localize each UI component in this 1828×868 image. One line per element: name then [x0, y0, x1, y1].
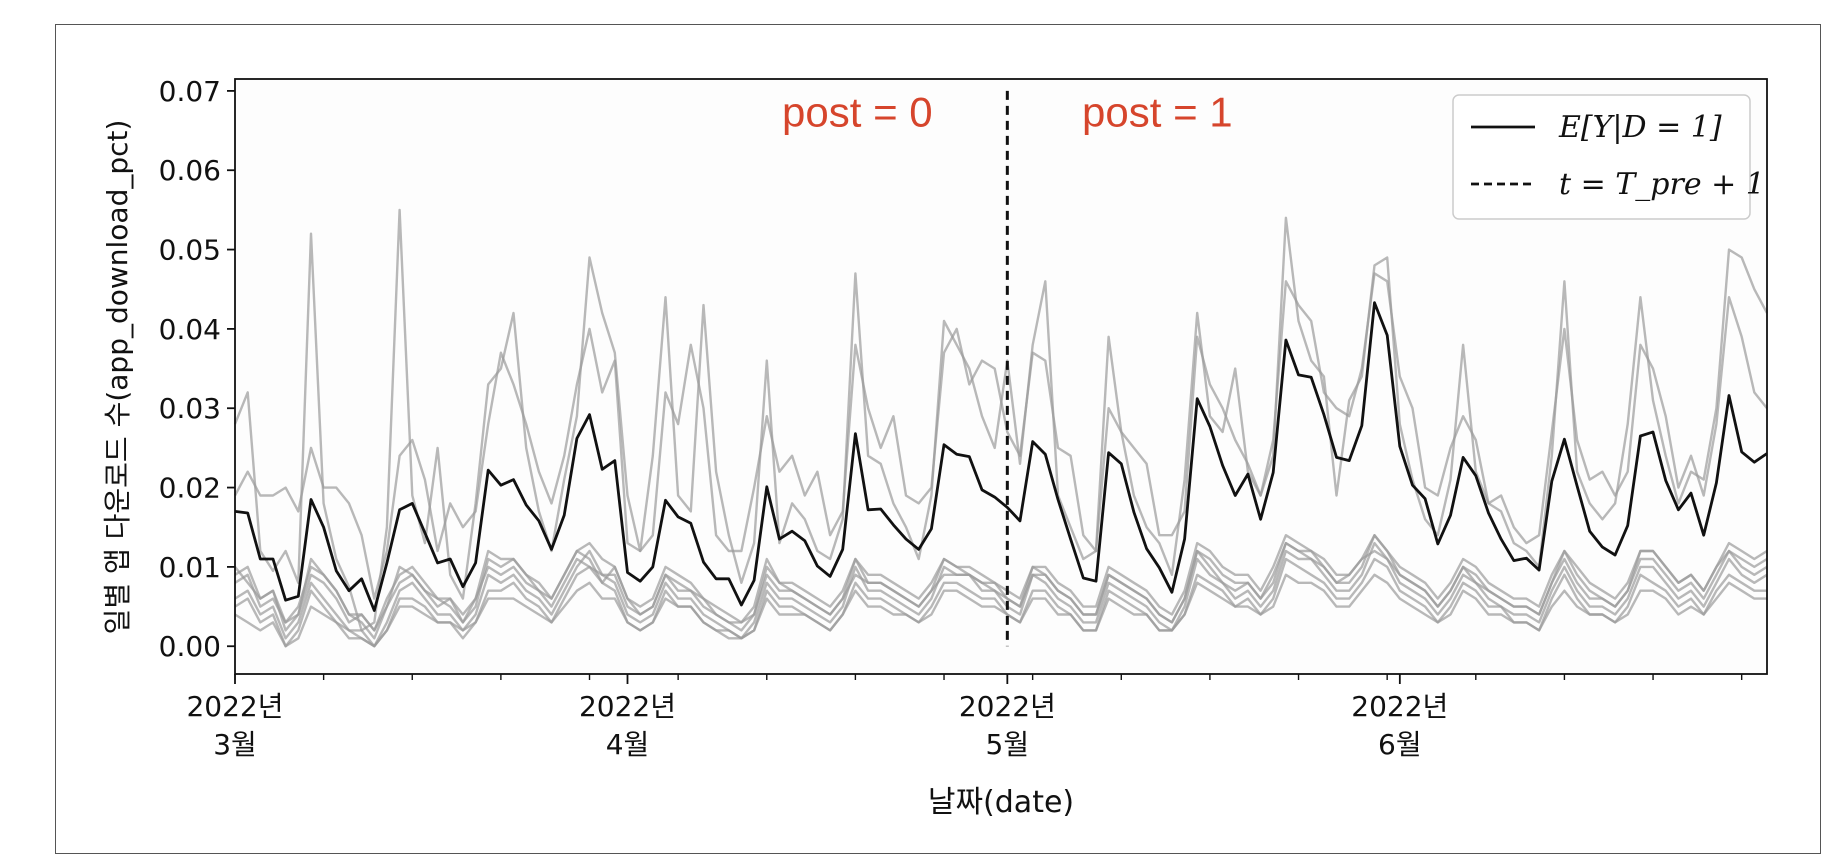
y-tick-label: 0.05: [159, 234, 221, 267]
treated-series-group: [234, 301, 1768, 612]
control-series-line-4: [234, 541, 1768, 648]
x-tick-label-year: 2022년: [1351, 690, 1448, 723]
x-tick-label-month: 5월: [986, 728, 1030, 761]
y-tick-label: 0.01: [159, 551, 221, 584]
y-tick-label: 0.03: [159, 392, 221, 425]
x-axis-label: 날짜(date): [928, 785, 1074, 820]
y-tick-label: 0.06: [159, 154, 221, 187]
legend: E[Y|D = 1] t = T_pre + 1: [1452, 94, 1765, 220]
y-tick-label: 0.00: [159, 630, 221, 663]
y-axis: 0.00 0.01 0.02 0.03 0.04 0.05 0.06 0.07: [159, 75, 235, 663]
x-tick-label-month: 3월: [213, 728, 257, 761]
control-series-line-8: [234, 534, 1768, 632]
x-tick-label-month: 4월: [606, 728, 650, 761]
legend-label: t = T_pre + 1: [1559, 167, 1765, 202]
control-series-line-7: [234, 557, 1767, 648]
y-axis-label: 일별 앱 다운로드 수(app_download_pct): [101, 120, 134, 635]
x-tick-label-year: 2022년: [579, 690, 676, 723]
annotation-post-0: post = 0: [782, 89, 933, 136]
legend-label: E[Y|D = 1]: [1558, 110, 1722, 145]
x-axis: 2022년 3월 2022년 4월 2022년 5월 2022년 6월: [186, 674, 1743, 761]
x-tick-label-month: 6월: [1378, 728, 1422, 761]
control-series-group: [233, 208, 1769, 648]
control-series-line-2: [233, 272, 1768, 600]
x-tick-label-year: 2022년: [186, 690, 283, 723]
treated-series-line: [234, 301, 1768, 612]
plot-border: [234, 78, 1768, 675]
y-tick-label: 0.04: [159, 313, 221, 346]
y-tick-label: 0.02: [159, 472, 221, 505]
control-series-line-6: [234, 541, 1768, 632]
y-tick-label: 0.07: [159, 75, 221, 108]
annotation-post-1: post = 1: [1082, 89, 1233, 136]
x-tick-label-year: 2022년: [959, 690, 1056, 723]
